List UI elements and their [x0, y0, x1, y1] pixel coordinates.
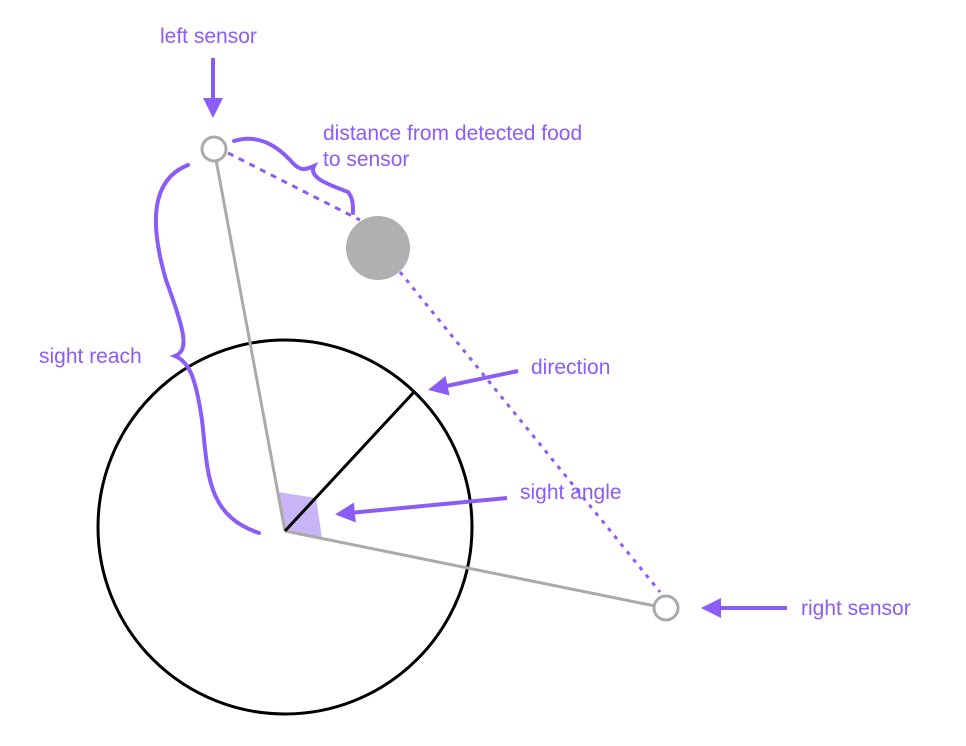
distance-label-line1: distance from detected food — [323, 122, 582, 145]
sight-angle-arrow — [335, 496, 508, 523]
distance-brace — [232, 136, 355, 215]
distance-label-line2: to sensor — [323, 148, 409, 171]
left-sensor-to-food-line — [227, 151, 361, 222]
right-sensor-dot — [652, 594, 680, 622]
direction-label: direction — [531, 356, 610, 379]
right-sensor-label: right sensor — [801, 597, 911, 620]
direction-arrow — [428, 369, 519, 396]
left-sensor-line — [212, 148, 287, 532]
left-sensor-label: left sensor — [160, 25, 257, 48]
food-to-right-sensor-line — [398, 271, 662, 593]
direction-line — [283, 390, 416, 533]
right-sensor-line — [284, 529, 666, 610]
sight-reach-label: sight reach — [39, 345, 142, 368]
sight-reach-brace — [153, 163, 261, 535]
food-dot — [346, 216, 410, 280]
creature-body — [96, 338, 474, 716]
sight-angle-label: sight angle — [520, 481, 622, 504]
left-sensor-dot — [200, 135, 228, 163]
